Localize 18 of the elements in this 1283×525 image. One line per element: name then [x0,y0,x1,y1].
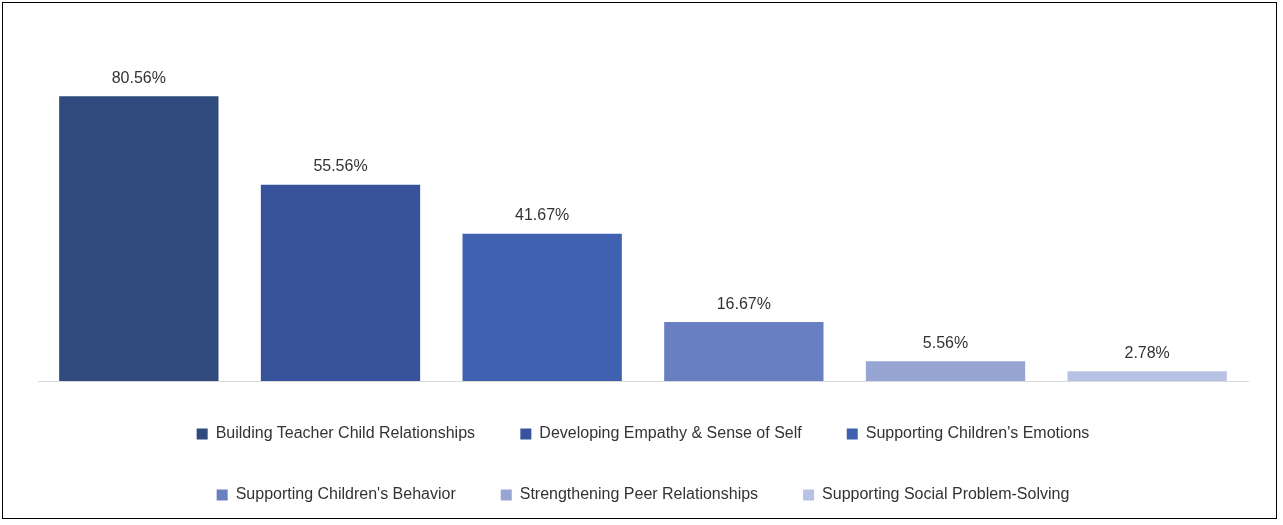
legend-label: Strengthening Peer Relationships [519,485,759,503]
bar [1067,371,1227,381]
bar [462,233,622,381]
legend-label: Building Teacher Child Relationships [215,424,476,442]
legend-label: Supporting Children's Emotions [865,424,1090,442]
data-label: 41.67% [515,206,570,224]
legend-label: Developing Empathy & Sense of Self [539,424,803,442]
bar [664,322,824,381]
data-label: 55.56% [313,157,368,175]
legend-label: Supporting Children's Behavior [235,485,457,503]
data-label: 16.67% [716,294,771,312]
bar [260,184,421,381]
data-label: 2.78% [1124,343,1170,361]
data-label: 5.56% [922,333,969,351]
bar [865,361,1026,381]
bar [59,96,219,381]
data-label: 80.56% [111,68,166,86]
legend-label: Supporting Social Problem-Solving [822,485,1070,503]
